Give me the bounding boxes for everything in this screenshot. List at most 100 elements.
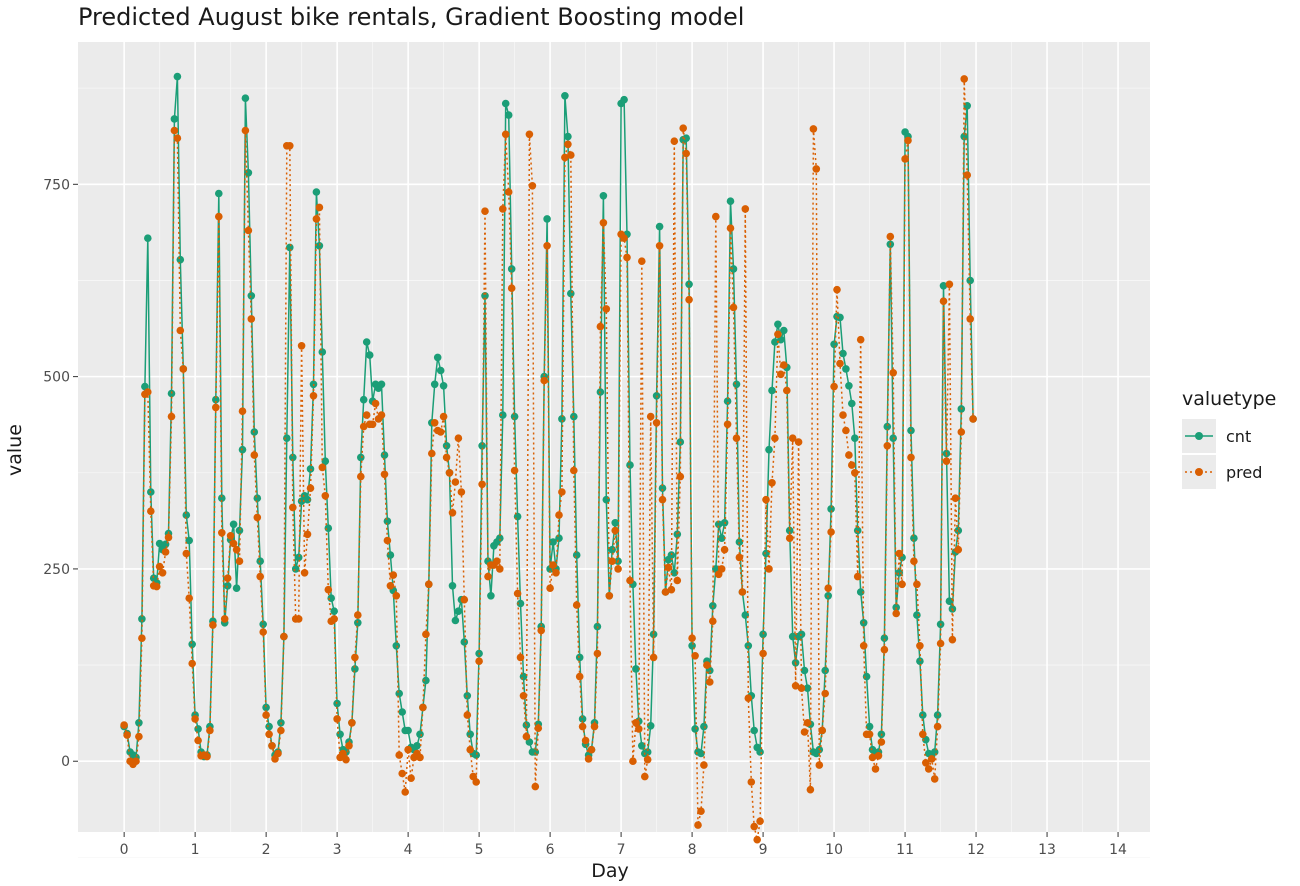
data-point-cnt [729, 265, 738, 273]
data-point-pred [750, 822, 758, 831]
data-point-cnt [176, 255, 185, 264]
data-point-pred [250, 451, 259, 459]
data-point-pred [611, 526, 619, 535]
data-point-pred [797, 684, 806, 692]
major-gridlines [78, 42, 1150, 832]
data-point-pred [144, 388, 152, 396]
data-point-cnt [865, 722, 874, 731]
data-point-pred [732, 434, 741, 443]
data-point-pred [608, 557, 616, 565]
data-point-pred [404, 745, 412, 754]
data-point-cnt [558, 415, 566, 423]
data-point-cnt [611, 519, 619, 527]
data-point-pred [717, 565, 726, 573]
data-point-cnt [688, 642, 696, 650]
data-point-cnt [185, 536, 193, 545]
data-point-pred [605, 592, 614, 600]
data-point-pred [726, 224, 735, 232]
data-point-cnt [404, 726, 412, 735]
data-point-pred [528, 182, 537, 190]
data-point-cnt [670, 569, 679, 577]
data-point-pred [939, 297, 948, 306]
data-point-pred [368, 420, 377, 429]
data-point-pred [398, 769, 407, 778]
data-point-pred [747, 778, 756, 786]
data-point-pred [800, 728, 809, 736]
data-point-cnt [487, 592, 495, 600]
data-point-cnt [910, 534, 918, 542]
data-point-pred [655, 242, 664, 250]
data-point-cnt [135, 719, 143, 727]
data-point-cnt [472, 751, 481, 759]
data-point-cnt [643, 748, 652, 756]
data-point-cnt [667, 551, 676, 559]
data-point-pred [286, 142, 294, 150]
plot-panel [78, 42, 1150, 832]
data-point-pred [359, 422, 368, 431]
data-point-pred [590, 722, 599, 731]
y-axis-label: value [4, 424, 26, 476]
data-point-cnt [155, 539, 164, 548]
data-point-cnt [765, 445, 773, 454]
data-point-pred [351, 653, 359, 662]
data-point-pred [629, 757, 637, 765]
legend-title: valuetype [1182, 388, 1277, 410]
data-point-cnt [756, 748, 764, 756]
data-point-pred [827, 528, 835, 536]
data-point-pred [685, 295, 693, 304]
data-point-cnt [501, 99, 510, 108]
data-point-cnt [315, 242, 324, 250]
legend-label-pred: pred [1226, 462, 1263, 482]
data-point-pred [720, 545, 729, 554]
data-point-pred [442, 453, 451, 462]
data-point-pred [558, 488, 566, 496]
data-point-pred [803, 719, 812, 727]
data-point-pred [513, 589, 522, 598]
data-point-pred [194, 736, 202, 745]
data-point-cnt [646, 722, 655, 730]
data-point-cnt [853, 526, 862, 535]
data-point-pred [762, 495, 770, 504]
data-point-pred [203, 752, 211, 761]
data-point-pred [191, 715, 199, 723]
data-point-cnt [561, 92, 569, 100]
legend-key-pred [1182, 455, 1216, 489]
data-point-pred [256, 572, 265, 581]
data-point-pred [901, 155, 909, 163]
data-point-pred [206, 726, 214, 735]
data-point-cnt [430, 380, 439, 389]
data-point-pred [419, 703, 427, 712]
data-point-pred [132, 757, 140, 765]
data-point-pred [185, 594, 193, 602]
data-point-pred [229, 539, 238, 548]
x-tick-label: 9 [759, 842, 768, 858]
data-point-cnt [383, 517, 392, 525]
data-point-pred [954, 545, 963, 554]
series-pred-line [123, 78, 974, 840]
data-point-pred [673, 576, 682, 585]
data-point-cnt [451, 616, 460, 625]
data-point-pred [481, 207, 489, 215]
legend-item-cnt: cnt [1182, 418, 1276, 454]
data-point-pred [478, 480, 486, 489]
data-point-cnt [954, 526, 963, 535]
data-point-cnt [516, 599, 525, 608]
data-point-pred [253, 513, 262, 522]
data-point-pred [889, 369, 897, 377]
data-point-pred [534, 724, 543, 732]
data-point-pred [428, 449, 436, 458]
data-point-pred [652, 419, 661, 427]
data-point-cnt [771, 338, 779, 346]
data-point-cnt [543, 215, 551, 223]
data-point-pred [821, 689, 829, 698]
data-point-pred [635, 725, 643, 733]
data-point-pred [883, 442, 892, 450]
data-point-pred [614, 565, 622, 573]
data-point-pred [519, 692, 528, 700]
x-axis-label: Day [591, 860, 629, 882]
data-point-pred [812, 165, 821, 173]
data-point-pred [865, 730, 874, 739]
data-point-pred [833, 285, 841, 294]
data-point-pred [697, 807, 705, 815]
data-point-cnt [830, 340, 838, 349]
